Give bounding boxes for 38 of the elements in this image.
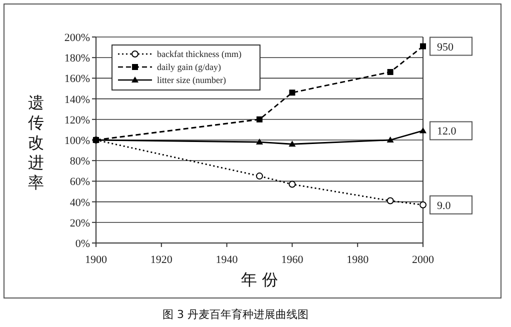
legend-label: backfat thickness (mm) [157,49,242,59]
y-tick-label: 40% [70,196,90,209]
text: 12.0 [437,126,457,138]
point [420,201,426,208]
point [386,136,394,142]
point [288,140,296,147]
x-tick-label: 2000 [412,254,434,266]
legend-label: litter size (number) [157,75,226,85]
legend-label: daily gain (g/day) [157,62,221,72]
x-tick-label: 1960 [281,254,304,266]
y-tick-label: 180% [64,52,90,65]
y-tick-label: 140% [64,94,90,106]
point [386,197,394,204]
text: 9.0 [437,200,452,212]
point [256,138,263,145]
x-tick-label: 1920 [150,254,173,266]
text: 950 [437,41,454,54]
y-tick-label: 80% [70,156,90,168]
point [387,69,394,76]
y-tick-label: 120% [64,114,90,126]
y-tick-label: 20% [70,217,90,230]
y-tick-label: 160% [64,73,90,86]
text: 图 3 丹麦百年育种进展曲线图 [162,308,308,321]
point [256,116,262,122]
y-tick-label: 0% [75,238,90,250]
point [289,90,296,96]
x-tick-label: 1900 [85,254,108,266]
point [288,180,296,188]
point [420,43,426,50]
x-axis-title: 年 份 [240,270,278,289]
point [420,127,426,134]
y-tick-label: 60% [70,176,90,188]
x-tick-label: 1980 [346,254,370,266]
x-tick-label: 1940 [216,254,238,266]
point [256,172,263,180]
y-axis-title: 遗传改进率 [28,93,44,192]
y-tick-label: 100% [64,135,90,147]
y-tick-label: 200% [64,32,90,44]
